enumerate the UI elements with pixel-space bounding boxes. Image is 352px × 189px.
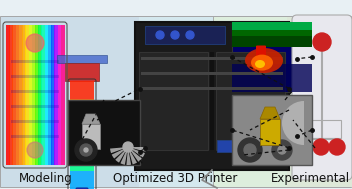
Bar (70, 135, 94, 153)
Bar (70, 81, 94, 99)
Bar (9, 25, 13, 165)
Wedge shape (120, 147, 128, 165)
Wedge shape (115, 147, 128, 163)
Circle shape (27, 142, 43, 158)
Bar (135, 22, 289, 170)
Wedge shape (112, 147, 128, 159)
Circle shape (244, 144, 256, 156)
Bar (54, 25, 58, 165)
Polygon shape (260, 107, 280, 119)
Bar (232, 22, 312, 46)
Bar (232, 64, 312, 92)
Bar (232, 95, 312, 165)
Bar (12, 25, 16, 165)
Wedge shape (128, 147, 145, 157)
Wedge shape (110, 147, 128, 153)
Circle shape (313, 139, 329, 155)
Wedge shape (128, 147, 142, 162)
Wedge shape (282, 101, 304, 145)
Bar (11, 135, 59, 138)
Bar (213, 17, 287, 187)
Bar (1, 17, 351, 187)
Bar (232, 22, 312, 92)
FancyBboxPatch shape (292, 15, 352, 180)
Bar (70, 117, 94, 135)
Bar (11, 105, 59, 108)
Circle shape (156, 31, 164, 39)
Bar (61, 25, 64, 165)
Circle shape (80, 144, 92, 156)
Circle shape (171, 31, 179, 39)
Ellipse shape (245, 48, 283, 73)
Bar (287, 17, 352, 187)
Bar (19, 25, 23, 165)
Circle shape (26, 34, 44, 52)
Bar (32, 25, 36, 165)
Bar (70, 99, 94, 117)
Bar (139, 52, 208, 150)
Circle shape (238, 138, 262, 162)
Circle shape (123, 142, 133, 152)
Bar (145, 26, 225, 44)
Bar (22, 25, 26, 165)
Bar (68, 100, 140, 165)
Text: Modeling: Modeling (19, 172, 73, 185)
Text: Experimental: Experimental (270, 172, 350, 185)
Bar (42, 25, 45, 165)
Wedge shape (128, 147, 137, 164)
Bar (45, 25, 48, 165)
FancyBboxPatch shape (76, 188, 88, 189)
Bar (6, 25, 10, 165)
Bar (1, 17, 139, 187)
Ellipse shape (255, 60, 265, 68)
Polygon shape (82, 114, 100, 124)
Bar (11, 75, 59, 78)
Bar (58, 25, 61, 165)
Bar (11, 90, 59, 93)
Bar (232, 22, 312, 36)
Bar (57, 55, 107, 63)
Bar (11, 120, 59, 123)
Bar (210, 52, 214, 150)
Bar (139, 17, 213, 187)
Ellipse shape (251, 55, 273, 71)
Wedge shape (126, 147, 131, 165)
Circle shape (329, 139, 345, 155)
Circle shape (313, 33, 331, 51)
Bar (141, 87, 283, 90)
FancyBboxPatch shape (256, 46, 266, 63)
Circle shape (186, 31, 194, 39)
Circle shape (272, 140, 292, 160)
Circle shape (278, 146, 286, 154)
Bar (303, 120, 341, 138)
Bar (141, 72, 283, 75)
Bar (216, 52, 285, 150)
Circle shape (75, 139, 97, 161)
Bar (29, 25, 32, 165)
Bar (65, 63, 99, 81)
Bar (16, 25, 19, 165)
Bar (70, 171, 94, 189)
Circle shape (84, 148, 88, 152)
Bar (25, 25, 29, 165)
Text: Optimized 3D Printer: Optimized 3D Printer (113, 172, 237, 185)
Bar (232, 22, 312, 30)
Bar (82, 124, 100, 149)
Bar (217, 140, 252, 152)
Bar (70, 153, 94, 171)
Bar (35, 25, 39, 165)
Bar (38, 25, 42, 165)
Bar (48, 25, 52, 165)
Wedge shape (128, 147, 146, 152)
Bar (141, 57, 283, 60)
Bar (51, 25, 55, 165)
Bar (11, 60, 59, 63)
Bar (260, 119, 280, 145)
Circle shape (297, 139, 313, 155)
